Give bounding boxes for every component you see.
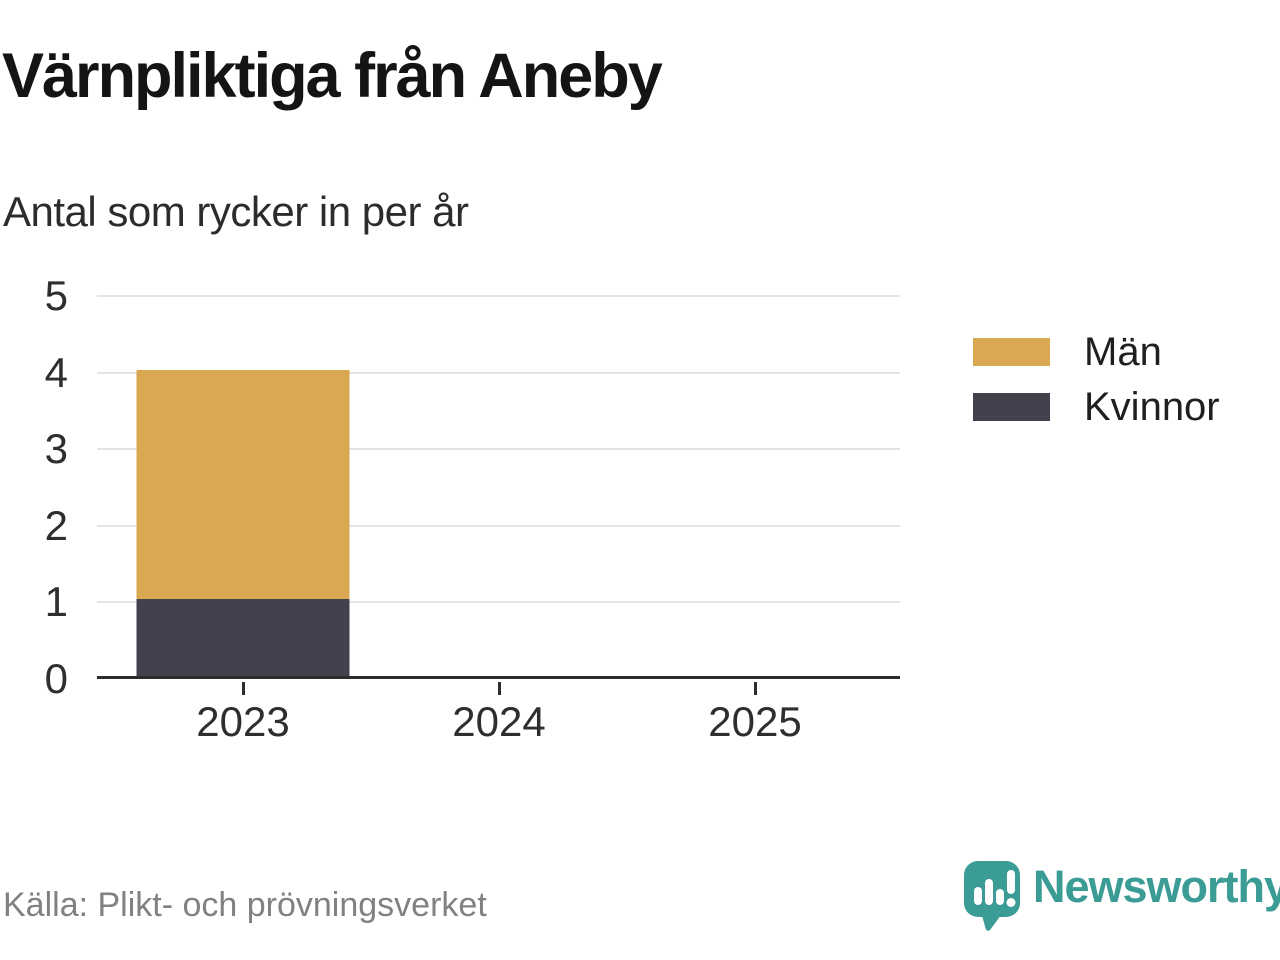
legend-item-kvinnor: Kvinnor <box>973 385 1220 429</box>
x-tick-label: 2025 <box>708 698 802 745</box>
legend-label: Män <box>1084 330 1162 374</box>
newsworthy-speech-bubble-chart-icon <box>964 861 1020 931</box>
x-tick-2023 <box>241 682 245 695</box>
y-tick-label: 4 <box>44 348 68 396</box>
legend-swatch <box>973 393 1050 421</box>
gridline-5 <box>97 295 900 297</box>
legend: Män Kvinnor <box>973 330 1220 429</box>
gridline-2 <box>97 524 900 527</box>
gridline-4 <box>97 371 900 374</box>
bar-segment-kvinnor-2023 <box>136 599 350 676</box>
legend-item-män: Män <box>973 330 1220 374</box>
y-tick-label: 2 <box>44 501 68 549</box>
plot-area <box>97 295 900 679</box>
category-band-2023 <box>115 296 371 676</box>
plot-bands <box>115 296 883 676</box>
y-tick-label: 1 <box>44 578 68 626</box>
chart-subtitle: Antal som rycker in per år <box>3 188 469 235</box>
brand-logo: Newsworthy <box>963 860 1280 932</box>
source-note: Källa: Plikt- och prövningsverket <box>3 886 487 924</box>
gridline-1 <box>97 601 900 604</box>
brand-wordmark: Newsworthy <box>1033 861 1280 912</box>
y-tick-label: 0 <box>44 655 68 702</box>
category-band-2024 <box>371 296 627 676</box>
bar-stack-2023 <box>136 369 350 676</box>
x-tick-2024 <box>497 682 501 695</box>
chart-title: Värnpliktiga från Aneby <box>2 41 663 111</box>
gridline-3 <box>97 448 900 451</box>
bar-segment-män-2023 <box>136 369 350 600</box>
y-tick-label: 3 <box>44 425 68 473</box>
x-tick-label: 2024 <box>452 698 546 745</box>
category-band-2025 <box>627 296 883 676</box>
legend-swatch <box>973 338 1050 366</box>
x-tick-2025 <box>753 682 757 695</box>
x-tick-label: 2023 <box>196 698 290 745</box>
y-tick-label: 5 <box>44 272 68 319</box>
legend-label: Kvinnor <box>1084 385 1220 429</box>
chart-area: 0 1 2 3 4 5 2023 2024 2025 <box>0 270 940 770</box>
